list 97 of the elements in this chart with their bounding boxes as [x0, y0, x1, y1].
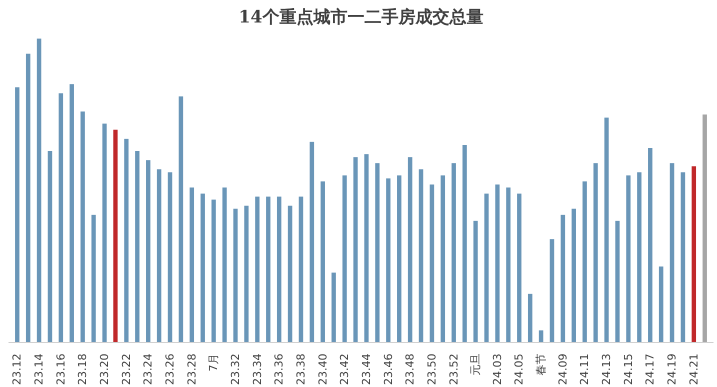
bar — [276, 196, 282, 342]
bar — [70, 84, 74, 342]
bar — [102, 124, 107, 342]
bar — [528, 294, 532, 342]
x-tick-label: 24.19 — [666, 353, 679, 385]
bar — [332, 272, 336, 342]
bar — [364, 154, 369, 342]
bar — [310, 142, 314, 342]
bar — [91, 214, 96, 342]
bar — [375, 163, 380, 342]
x-tick-label: 24.13 — [600, 353, 614, 385]
x-tick-label: 7月 — [207, 354, 220, 372]
x-tick-label: 24.05 — [512, 353, 526, 385]
x-tick-label: 23.26 — [164, 353, 177, 385]
bar — [320, 181, 325, 342]
x-tick-label: 23.52 — [447, 353, 460, 385]
bar — [36, 38, 42, 342]
x-tick-label: 23.12 — [10, 353, 24, 385]
bar — [702, 114, 707, 342]
x-tick-label: 24.11 — [578, 353, 592, 385]
bar — [637, 172, 642, 342]
bar — [266, 196, 270, 342]
x-tick-label: 23.20 — [98, 353, 112, 385]
bar — [386, 178, 390, 342]
x-tick-label: 23.42 — [338, 353, 352, 385]
bar — [342, 175, 347, 342]
bar — [15, 87, 20, 342]
x-tick-label: 23.16 — [54, 353, 68, 385]
bar — [550, 239, 554, 342]
bar — [593, 163, 598, 342]
x-tick-label: 23.40 — [316, 353, 330, 385]
x-tick-label: 24.17 — [644, 353, 657, 385]
bar — [615, 220, 620, 342]
bar — [572, 208, 576, 342]
bar — [113, 130, 118, 342]
bar — [190, 188, 194, 342]
x-tick-label: 23.38 — [294, 353, 308, 385]
bar — [80, 112, 85, 342]
bar — [255, 196, 260, 342]
x-tick-label: 23.18 — [76, 353, 90, 385]
bar — [680, 172, 686, 342]
bar — [670, 163, 674, 342]
bar — [506, 188, 511, 342]
x-tick-label: 23.32 — [228, 353, 242, 385]
bar — [604, 118, 609, 342]
x-tick-label: 23.46 — [382, 353, 395, 385]
bar — [211, 200, 216, 342]
bar — [484, 194, 489, 342]
bar — [560, 214, 566, 342]
x-tick-label: 23.36 — [272, 353, 286, 385]
bar — [353, 157, 358, 342]
bar — [146, 160, 150, 342]
bar — [473, 220, 478, 342]
x-tick-label: 24.21 — [687, 353, 700, 385]
bar — [233, 208, 238, 342]
x-tick-label: 23.24 — [142, 353, 155, 385]
x-tick-label: 23.48 — [404, 353, 417, 385]
bar — [626, 175, 631, 342]
x-tick-label: 23.22 — [120, 353, 133, 385]
x-tick-label: 元旦 — [469, 354, 482, 376]
x-tick-label: 24.09 — [556, 353, 570, 385]
bar — [462, 144, 467, 342]
x-tick-label: 23.14 — [32, 353, 46, 385]
bar — [648, 148, 652, 342]
bar — [178, 96, 184, 342]
chart-title: 14个重点城市一二手房成交总量 — [238, 8, 484, 28]
bar — [452, 163, 456, 342]
bar — [244, 206, 249, 342]
bar — [124, 138, 129, 342]
bar — [658, 266, 664, 342]
bar — [517, 194, 522, 342]
bar — [48, 151, 52, 342]
bar — [418, 169, 424, 342]
x-tick-label: 春节 — [534, 354, 548, 376]
x-tick-label: 24.03 — [490, 353, 504, 385]
bar — [440, 175, 446, 342]
bar — [58, 93, 64, 342]
bar — [298, 196, 304, 342]
bar — [582, 181, 587, 342]
bar — [408, 157, 412, 342]
x-tick-label: 23.50 — [425, 353, 438, 385]
x-tick-label: 23.28 — [185, 353, 198, 385]
bar — [495, 184, 500, 342]
bar — [538, 330, 544, 342]
bar — [397, 175, 402, 342]
bar — [168, 172, 172, 342]
x-tick-label: 24.15 — [622, 353, 635, 385]
bar — [288, 206, 292, 342]
bar — [200, 194, 205, 342]
x-tick-label: 23.44 — [360, 353, 373, 385]
bar — [430, 184, 434, 342]
bar — [156, 169, 162, 342]
bar — [26, 54, 30, 342]
x-tick-label: 23.34 — [250, 353, 264, 385]
bar — [135, 151, 140, 342]
bar — [692, 166, 696, 342]
bar — [222, 188, 227, 342]
